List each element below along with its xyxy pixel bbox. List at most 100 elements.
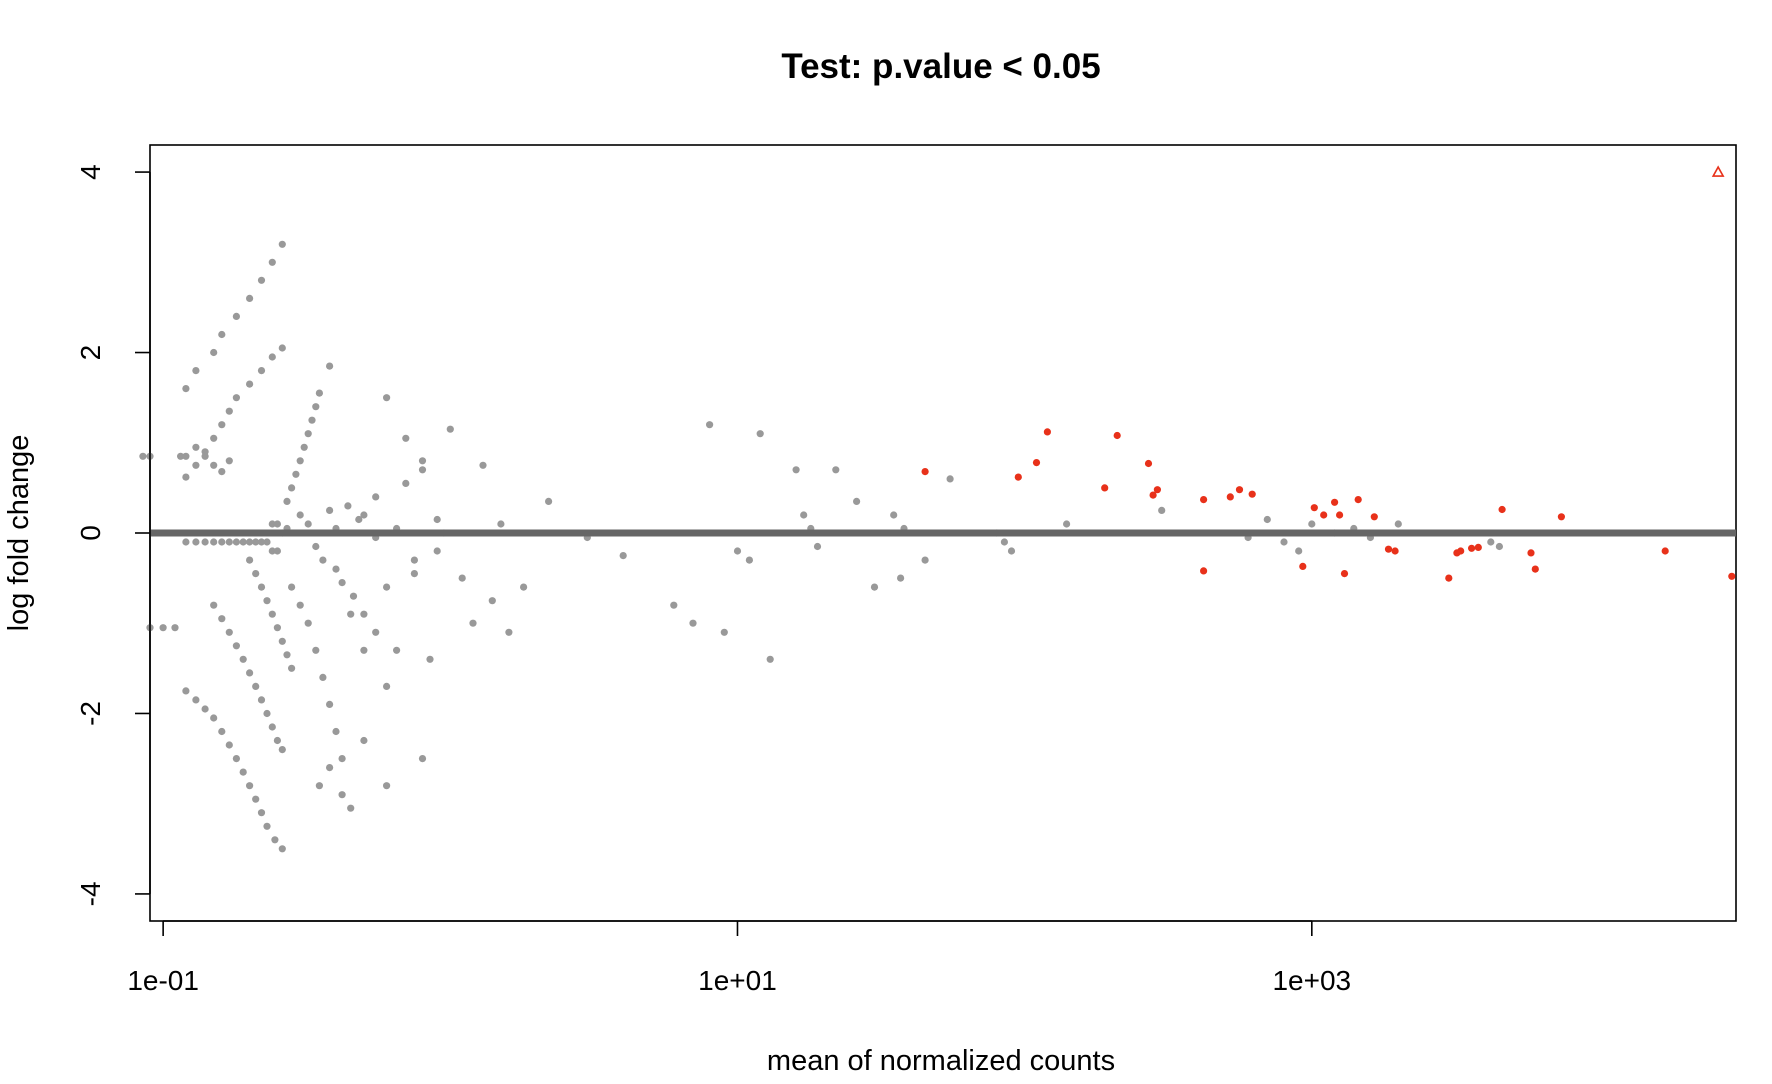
gene-point (497, 520, 505, 528)
significant-gene-point (1531, 565, 1539, 573)
gene-point (218, 421, 226, 429)
gene-point (218, 538, 226, 546)
gene-point (257, 276, 266, 284)
x-axis-label: mean of normalized counts (767, 1045, 1115, 1077)
gene-point (319, 673, 327, 682)
gene-point (813, 542, 822, 551)
gene-point (278, 240, 286, 248)
gene-point (304, 430, 312, 438)
gene-point (360, 736, 368, 745)
gene-point (182, 538, 190, 546)
gene-point (832, 466, 840, 474)
gene-point (232, 394, 240, 402)
y-axis: -4 -2 0 2 4 (75, 164, 151, 906)
significant-gene-point (1336, 511, 1344, 519)
significant-gene-point (1226, 493, 1234, 501)
gene-point (1280, 538, 1288, 546)
gene-point (268, 547, 276, 555)
gene-point (271, 836, 279, 844)
gene-point (232, 755, 240, 763)
significant-gene-point (1354, 496, 1362, 504)
gene-point (870, 583, 879, 591)
gene-point (360, 610, 368, 618)
gene-point (326, 700, 334, 709)
gene-point (315, 782, 323, 790)
significant-gene-point (1149, 491, 1157, 499)
gene-point (383, 682, 391, 691)
gene-point (268, 723, 276, 731)
gene-point (312, 542, 320, 551)
significant-gene-point (1144, 459, 1153, 468)
gene-point (326, 506, 334, 514)
y-tick-label: -2 (75, 701, 106, 726)
gene-point (273, 624, 281, 632)
gene-point (225, 628, 233, 636)
gene-point (344, 502, 352, 510)
gene-point (201, 452, 209, 460)
significant-gene-point (1527, 549, 1535, 557)
gene-point (1263, 515, 1271, 524)
gene-point (853, 497, 861, 505)
gene-point (1007, 547, 1016, 555)
gene-point (278, 637, 286, 645)
gene-point (257, 583, 266, 591)
gene-point (257, 696, 266, 704)
gene-point (273, 736, 281, 745)
gene-point (720, 628, 728, 636)
gene-point (296, 457, 304, 465)
gene-point (139, 452, 147, 460)
gene-point (393, 646, 401, 654)
significant-gene-point (1457, 547, 1465, 555)
gene-point (756, 430, 764, 438)
significant-gene-point (1200, 567, 1208, 575)
gene-point (232, 642, 240, 650)
significant-gene-point (921, 468, 929, 476)
gene-point (800, 511, 808, 519)
gene-point (210, 434, 218, 442)
gene-point (263, 538, 271, 546)
out-of-range-point-marker (1711, 165, 1725, 177)
gene-point (766, 655, 774, 663)
gene-point (312, 403, 320, 411)
gene-point (171, 624, 179, 632)
significant-gene-point (1340, 570, 1349, 578)
gene-point (263, 709, 271, 718)
significant-gene-point (1153, 486, 1161, 494)
gene-point (308, 416, 316, 424)
gene-point (338, 755, 346, 763)
gene-point (426, 655, 434, 663)
gene-point (383, 394, 391, 402)
gene-point (192, 538, 200, 546)
gene-point (505, 628, 513, 636)
gene-point (288, 583, 296, 591)
significant-gene-point (1474, 543, 1482, 552)
gene-point (326, 764, 334, 772)
gene-point (278, 344, 286, 352)
gene-point (545, 497, 553, 505)
gene-point (689, 619, 697, 627)
gene-point (326, 362, 334, 370)
gene-point (360, 511, 368, 519)
gene-point (1487, 538, 1495, 546)
gene-point (268, 353, 276, 361)
gene-point (355, 515, 363, 524)
gene-point (520, 583, 528, 591)
gene-point (218, 727, 226, 736)
gene-point (418, 755, 427, 763)
gene-point (263, 822, 271, 830)
x-axis: 1e-01 1e+01 1e+03 (127, 920, 1351, 996)
gene-point (418, 457, 427, 465)
gene-point (372, 493, 380, 501)
y-tick-label: 4 (75, 164, 106, 180)
gene-point (159, 624, 167, 632)
significant-gene-point (1661, 547, 1669, 555)
gene-point (479, 461, 487, 469)
gene-point (192, 443, 200, 451)
gene-point (177, 452, 185, 460)
significant-gene-point (1043, 428, 1051, 436)
gene-point (268, 258, 276, 266)
gene-point (246, 669, 254, 677)
gene-point (469, 619, 477, 627)
gene-point (332, 565, 340, 573)
gene-point (210, 461, 218, 469)
